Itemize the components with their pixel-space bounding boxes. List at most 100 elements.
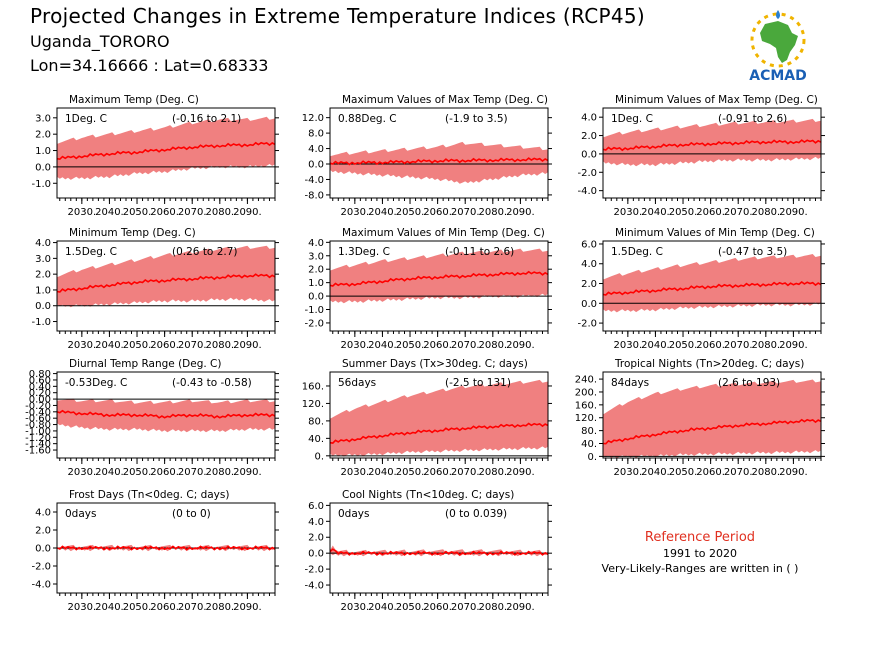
x-tick-label: 2030. — [68, 467, 97, 478]
y-tick-label: 0.0 — [35, 162, 51, 173]
y-tick-label: -4.0 — [304, 581, 324, 592]
x-tick-label: 2070. — [724, 467, 753, 478]
y-tick-label: 0. — [314, 451, 324, 462]
x-tick-label: 2050. — [123, 602, 152, 613]
y-tick-label: -1.60 — [25, 446, 51, 457]
y-tick-label: 1.0 — [308, 278, 324, 289]
median-line — [602, 139, 822, 152]
x-tick-label: 2030. — [341, 340, 370, 351]
y-tick-label: 0.0 — [35, 301, 51, 312]
location-label: Uganda_TORORO — [30, 32, 170, 51]
median-line — [56, 141, 276, 161]
y-tick-label: 160. — [302, 381, 324, 392]
x-tick-label: 2070. — [724, 207, 753, 218]
x-tick-label: 2080. — [478, 602, 507, 613]
median-line — [329, 270, 549, 287]
logo-text: ACMAD — [749, 68, 807, 84]
median-line — [56, 409, 276, 419]
y-tick-label: 8.0 — [308, 129, 324, 140]
x-tick-label: 2060. — [423, 602, 452, 613]
x-tick-label: 2050. — [396, 602, 425, 613]
x-tick-label: 2090. — [233, 340, 262, 351]
chart-title: Maximum Values of Min Temp (Deg. C) — [342, 227, 545, 239]
x-tick-label: 2060. — [150, 340, 179, 351]
chart-title: Minimum Temp (Deg. C) — [69, 227, 196, 239]
x-tick-label: 2030. — [341, 602, 370, 613]
plot-frame — [56, 240, 276, 332]
reference-period-note: Very-Likely-Ranges are written in ( ) — [601, 562, 799, 575]
y-tick-label: 4.0 — [308, 517, 324, 528]
y-tick-label: -2.0 — [304, 318, 324, 329]
y-tick-label: 200. — [575, 387, 597, 398]
value-label: 0days — [338, 508, 369, 520]
x-tick-label: 2070. — [724, 340, 753, 351]
y-tick-label: 1.0 — [35, 146, 51, 157]
chart-title: Maximum Temp (Deg. C) — [69, 94, 199, 106]
x-tick-label: 2080. — [205, 602, 234, 613]
reference-period-years: 1991 to 2020 — [662, 547, 738, 560]
x-tick-label: 2050. — [669, 340, 698, 351]
y-tick-label: 2.0 — [581, 131, 597, 142]
y-tick-label: 0.20 — [29, 388, 51, 399]
x-tick-label: 2050. — [669, 467, 698, 478]
y-tick-label: 4.0 — [581, 259, 597, 270]
chart-panel-4: 4.03.02.01.00.0-1.02030.2040.2050.2060.2… — [31, 227, 279, 351]
x-tick-label: 2070. — [451, 340, 480, 351]
x-tick-label: 2070. — [451, 467, 480, 478]
range-label: (-1.9 to 3.5) — [445, 113, 508, 125]
y-tick-label: 2.0 — [308, 265, 324, 276]
y-tick-label: 0. — [587, 452, 597, 463]
chart-title: Diurnal Temp Range (Deg. C) — [69, 358, 221, 370]
plot-frame — [329, 502, 549, 594]
x-tick-label: 2080. — [478, 340, 507, 351]
range-label: (-0.11 to 2.6) — [445, 246, 514, 258]
plot-frame — [56, 107, 276, 199]
x-tick-label: 2040. — [368, 467, 397, 478]
plot-frame — [329, 107, 549, 199]
x-tick-label: 2070. — [451, 207, 480, 218]
y-tick-label: 2.0 — [35, 130, 51, 141]
value-label: 0days — [65, 508, 96, 520]
value-label: 1Deg. C — [65, 113, 107, 125]
y-tick-label: -1.0 — [31, 179, 51, 190]
x-tick-label: 2090. — [506, 602, 535, 613]
x-tick-label: 2080. — [205, 207, 234, 218]
chart-title: Minimum Values of Max Temp (Deg. C) — [615, 94, 818, 106]
range-label: (0 to 0.039) — [445, 508, 507, 520]
y-tick-label: -0.60 — [25, 414, 51, 425]
x-tick-label: 2030. — [68, 207, 97, 218]
value-label: 84days — [611, 377, 649, 389]
median-line — [329, 157, 549, 166]
x-tick-label: 2030. — [614, 340, 643, 351]
y-tick-label: -1.00 — [25, 426, 51, 437]
x-tick-label: 2060. — [150, 467, 179, 478]
y-tick-label: -0.20 — [25, 401, 51, 412]
median-line — [329, 548, 549, 556]
x-tick-label: 2080. — [751, 207, 780, 218]
x-tick-label: 2070. — [178, 467, 207, 478]
y-tick-label: 0.40 — [29, 382, 51, 393]
range-label: (0.26 to 2.7) — [172, 246, 238, 258]
median-line — [329, 422, 549, 444]
chart-panel-10: 4.0 2.0 0.0 -2.0 -4.0 2030.2040.2050.2060.207… — [31, 489, 279, 613]
range-label: (-2.5 to 131) — [445, 377, 511, 389]
chart-title: Tropical Nights (Tn>20deg. C; days) — [614, 358, 804, 370]
logo-drop-icon — [776, 10, 780, 19]
y-tick-label: -4.0 — [577, 186, 597, 197]
x-tick-label: 2040. — [641, 467, 670, 478]
y-tick-label: 2.0 — [35, 270, 51, 281]
y-tick-label: 4.0 — [35, 508, 51, 519]
y-tick-label: -1.0 — [31, 317, 51, 328]
y-tick-label: 0.0 — [581, 149, 597, 160]
x-tick-label: 2030. — [68, 340, 97, 351]
y-tick-label: 0.0 — [35, 544, 51, 555]
x-tick-label: 2080. — [478, 467, 507, 478]
chart-panel-11: 6.0 4.0 2.0 0.0 -2.0 -4.0 2030.2040.2050.2060.… — [304, 489, 552, 613]
x-tick-label: 2070. — [178, 602, 207, 613]
chart-title: Minimum Values of Min Temp (Deg. C) — [615, 227, 815, 239]
median-line — [56, 545, 276, 551]
y-tick-label: 120. — [575, 413, 597, 424]
y-tick-label: 4.0 — [581, 113, 597, 124]
x-tick-label: 2050. — [123, 467, 152, 478]
acmad-logo: ACMAD — [749, 10, 807, 84]
